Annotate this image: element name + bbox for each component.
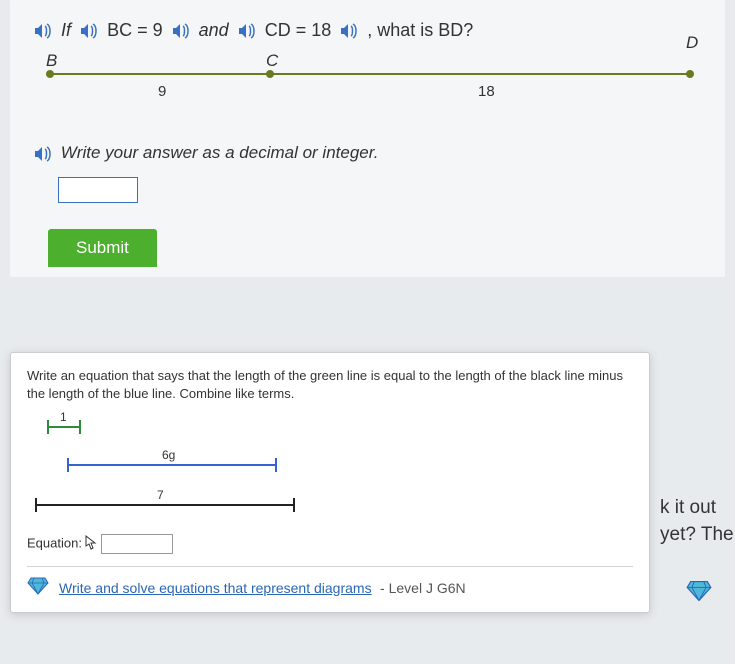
question-text: If BC = 9 and CD = 18 , what is BD? — [30, 18, 705, 43]
equation-row: Equation: — [27, 534, 633, 554]
q-suffix: , what is BD? — [367, 20, 473, 40]
diamond-icon — [27, 577, 49, 600]
instruction-row: Write your answer as a decimal or intege… — [30, 143, 705, 163]
submit-label: Submit — [76, 238, 129, 257]
side-diamond-icon[interactable] — [686, 580, 712, 607]
q-part2: CD = 18 — [265, 20, 332, 40]
line-bd — [50, 73, 690, 75]
label-d: D — [686, 33, 698, 53]
sound-icon[interactable] — [79, 23, 99, 39]
problem-area: If BC = 9 and CD = 18 , what is BD? B C … — [10, 0, 725, 277]
q-prefix: If — [61, 20, 71, 40]
green-line — [47, 426, 81, 428]
label-cd-len: 18 — [478, 83, 495, 100]
hint-text: Write an equation that says that the len… — [27, 367, 633, 402]
label-bc-len: 9 — [158, 83, 166, 100]
cursor-icon — [84, 535, 98, 554]
hint-diagram: 1 6g 7 — [27, 416, 633, 526]
instruction-text: Write your answer as a decimal or intege… — [61, 143, 379, 162]
point-c — [266, 70, 274, 78]
point-d — [686, 70, 694, 78]
point-b — [46, 70, 54, 78]
green-label: 1 — [60, 410, 67, 424]
side-line1: k it out — [660, 495, 735, 522]
black-label: 7 — [157, 488, 164, 502]
answer-input[interactable] — [58, 177, 138, 203]
skill-link-suffix: - Level J G6N — [380, 580, 466, 596]
blue-line — [67, 464, 277, 466]
sound-icon[interactable] — [237, 23, 257, 39]
segment-diagram: B C D 9 18 — [30, 55, 705, 115]
equation-label: Equation: — [27, 536, 82, 551]
side-line2: yet? The — [660, 522, 735, 549]
sound-icon[interactable] — [171, 23, 191, 39]
q-conj: and — [199, 20, 229, 40]
submit-button[interactable]: Submit — [48, 229, 157, 267]
q-part1: BC = 9 — [107, 20, 163, 40]
sound-icon[interactable] — [339, 23, 359, 39]
label-b: B — [46, 51, 57, 71]
skill-link-row: Write and solve equations that represent… — [27, 577, 633, 600]
blue-label: 6g — [162, 448, 175, 462]
skill-link[interactable]: Write and solve equations that represent… — [59, 580, 372, 596]
divider — [27, 566, 633, 567]
side-panel-text: k it out yet? The — [660, 495, 735, 548]
sound-icon[interactable] — [33, 146, 53, 162]
hint-popup: Write an equation that says that the len… — [10, 352, 650, 613]
black-line — [35, 504, 295, 506]
sound-icon[interactable] — [33, 23, 53, 39]
equation-input[interactable] — [101, 534, 173, 554]
label-c: C — [266, 51, 278, 71]
